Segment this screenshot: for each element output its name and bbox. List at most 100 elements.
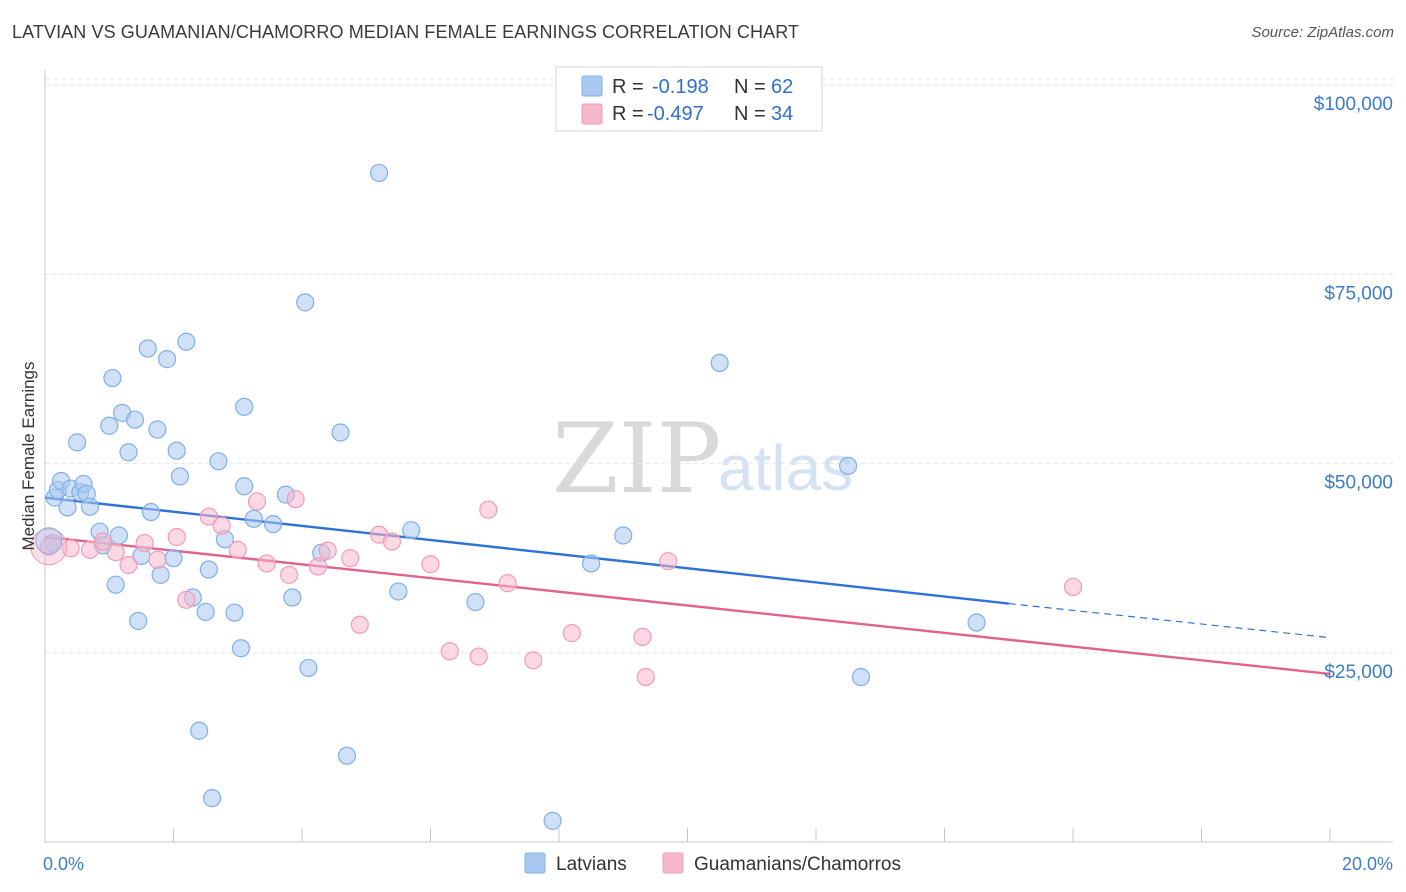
guamanian-point	[228, 540, 247, 559]
guamanian-point	[199, 507, 218, 526]
guamanian-point	[318, 541, 337, 560]
chart-title: LATVIAN VS GUAMANIAN/CHAMORRO MEDIAN FEM…	[12, 22, 800, 42]
latvian-point	[851, 667, 871, 687]
guamanian-point	[562, 624, 581, 643]
guamanian-cluster-point	[30, 528, 68, 566]
guamanian-point	[633, 627, 652, 646]
series-legend: Latvians Guamanians/Chamorros	[524, 852, 901, 875]
latvian-point	[283, 588, 302, 607]
latvian-trend-extension	[1008, 602, 1331, 639]
latvian-point	[225, 603, 244, 622]
latvian-point	[196, 602, 215, 622]
latvian-point	[839, 456, 858, 475]
latvian-point	[967, 613, 986, 632]
latvian-point	[543, 811, 562, 830]
guamanian-point	[280, 565, 299, 584]
y-tick-label: $75,000	[1324, 283, 1393, 304]
latvian-point	[109, 526, 128, 545]
y-tick-label: $50,000	[1324, 473, 1393, 494]
legend-latvians-swatch	[524, 852, 546, 874]
latvian-point	[296, 293, 315, 312]
latvian-point	[614, 526, 633, 545]
latvian-point	[58, 498, 77, 517]
guamanian-point	[148, 550, 167, 569]
guamanian-point	[1063, 577, 1083, 597]
guamanian-point	[341, 549, 360, 568]
guamanian-point	[167, 527, 186, 547]
legend-guamanians-label: Guamanians/Chamorros	[694, 854, 901, 875]
guamanian-point	[479, 500, 498, 519]
legend-n-value-2: 34	[771, 103, 793, 125]
guamanian-point	[247, 492, 267, 511]
data-points	[30, 163, 1083, 830]
latvian-point	[100, 416, 119, 435]
guamanian-point	[93, 532, 112, 551]
latvian-point	[177, 332, 196, 351]
legend-r-value-2: -0.497	[647, 103, 704, 125]
latvian-point	[167, 441, 186, 460]
latvian-point	[125, 410, 145, 429]
guamanian-point	[498, 574, 517, 593]
latvian-point	[402, 521, 421, 540]
latvian-point	[235, 477, 254, 496]
guamanian-swatch	[581, 103, 603, 125]
latvian-point	[263, 515, 283, 534]
guamanian-point	[440, 642, 459, 661]
x-tick-label: 0.0%	[43, 854, 84, 874]
guamanian-point	[39, 537, 58, 556]
latvian-point	[202, 789, 222, 808]
guamanian-point	[135, 533, 154, 553]
latvian-swatch	[581, 75, 603, 97]
latvian-point	[370, 163, 389, 183]
latvian-point	[106, 575, 125, 594]
latvian-point	[138, 339, 157, 358]
latvian-point	[68, 433, 87, 452]
legend-r-value-1: -0.198	[652, 76, 709, 98]
latvian-point	[209, 452, 228, 471]
latvian-point	[466, 592, 485, 612]
legend-n-label-2: N =	[734, 103, 766, 125]
axes	[44, 70, 1393, 843]
guamanian-point	[80, 540, 100, 559]
guamanian-point	[636, 667, 655, 687]
latvian-point	[199, 560, 218, 579]
latvian-point	[170, 467, 190, 486]
guamanian-point	[350, 615, 369, 634]
guamanian-point	[469, 647, 488, 666]
guamanian-point	[659, 552, 678, 571]
guamanian-point	[177, 590, 196, 609]
latvian-cluster-point	[35, 527, 63, 555]
latvian-point	[103, 368, 122, 388]
latvian-point	[244, 509, 263, 528]
latvian-point	[235, 397, 254, 416]
guamanian-point	[212, 516, 231, 535]
latvian-point	[231, 639, 251, 658]
source-credit: Source: ZipAtlas.com	[1251, 24, 1394, 41]
y-tick-label: $25,000	[1324, 662, 1393, 683]
guamanian-point	[257, 554, 276, 573]
latvian-point	[157, 350, 177, 369]
latvian-point	[190, 721, 209, 740]
guamanian-point	[308, 557, 328, 576]
latvian-point	[119, 443, 138, 462]
guamanian-point	[286, 490, 305, 509]
guamanian-point	[421, 555, 440, 574]
watermark-atlas: atlas	[718, 432, 853, 504]
legend-n-value-1: 62	[771, 76, 793, 98]
y-tick-label: $100,000	[1314, 94, 1393, 115]
latvian-point	[389, 582, 408, 601]
latvian-point	[129, 611, 148, 631]
guamanian-point	[106, 543, 125, 562]
latvian-point	[141, 502, 161, 522]
latvian-point	[148, 420, 167, 439]
legend-guamanians-swatch	[662, 852, 684, 874]
tick-labels: $25,000 $50,000 $75,000 $100,000 0.0% 20.0%	[43, 94, 1393, 874]
guamanian-point	[382, 532, 402, 551]
latvian-point	[582, 554, 601, 573]
legend-n-label-1: N =	[734, 76, 766, 98]
legend-r-label-1: R =	[612, 76, 644, 98]
y-axis-label: Median Female Earnings	[19, 362, 38, 551]
latvian-point	[331, 423, 350, 442]
latvian-point	[337, 746, 357, 765]
